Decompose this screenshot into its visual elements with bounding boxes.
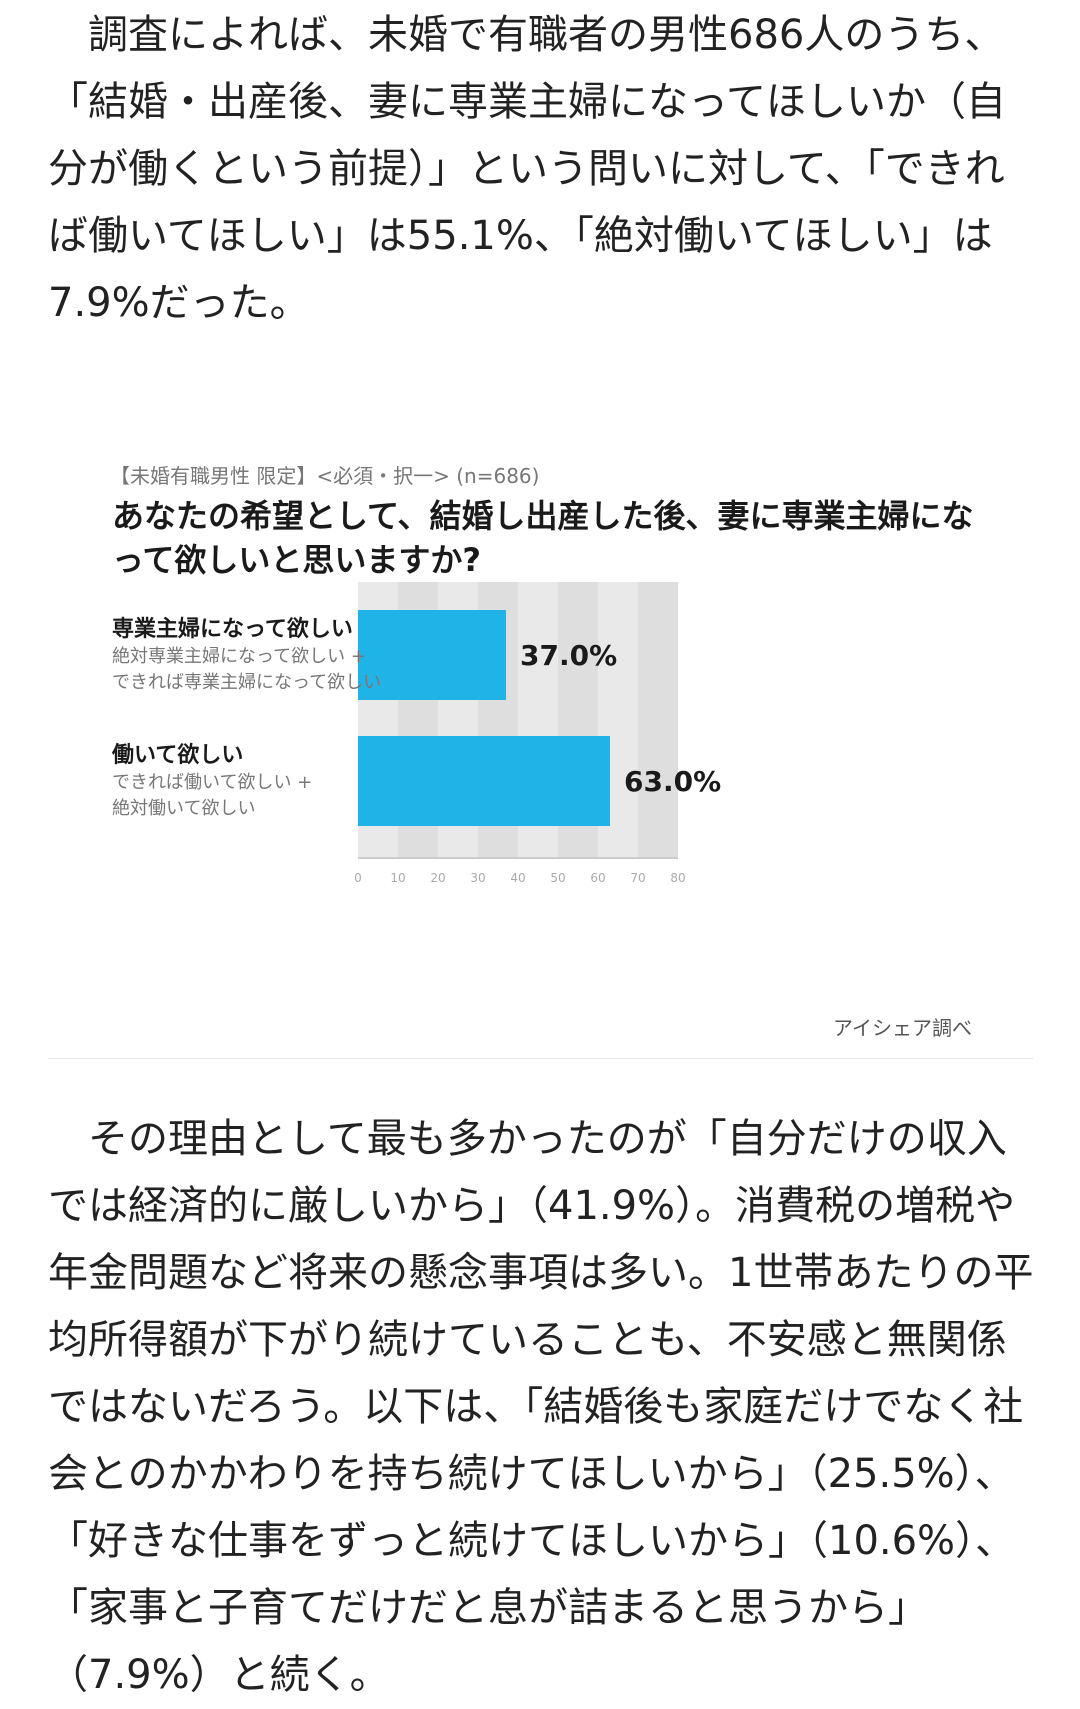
bar (358, 736, 610, 826)
x-tick-label: 30 (470, 871, 485, 885)
bar-value-label: 63.0% (624, 765, 721, 798)
x-tick-label: 80 (670, 871, 685, 885)
x-tick-label: 50 (550, 871, 565, 885)
section-divider (48, 1058, 1033, 1059)
x-tick-label: 60 (590, 871, 605, 885)
category-subtitle: 絶対専業主婦になって欲しい + (112, 646, 366, 667)
category-subtitle: できれば専業主婦になって欲しい (112, 672, 381, 693)
x-tick-label: 70 (630, 871, 645, 885)
category-subtitle: 絶対働いて欲しい (112, 798, 255, 819)
bar-chart: 0 10 20 30 40 50 60 70 80 37.0% 63.0% 専業主婦になって欲しい絶対… (111, 582, 721, 885)
article-paragraph-1: 調査によれば、未婚で有職者の男性686人のうち、「結婚・出産後、妻に専業主婦にな… (48, 12, 1006, 326)
survey-meta: 【未婚有職男性 限定】<必須・択一> (n=686) (110, 464, 540, 488)
plot-band (638, 582, 678, 858)
x-tick-label: 20 (430, 871, 445, 885)
category-title: 専業主婦になって欲しい (112, 616, 353, 642)
bar (358, 610, 506, 700)
source-credit: アイシェア調べ (833, 1016, 972, 1040)
bar-value-label: 37.0% (520, 639, 617, 672)
x-tick-label: 40 (510, 871, 525, 885)
x-tick-label: 0 (354, 871, 362, 885)
article-paragraph-2: その理由として最も多かったのが「自分だけの収入では経済的に厳しいから」（41.9… (48, 1116, 1034, 1698)
category-title: 働いて欲しい (111, 742, 243, 768)
survey-question: あなたの希望として、結婚し出産した後、妻に専業主婦になって欲しいと思いますか? (112, 497, 974, 579)
survey-figure: 【未婚有職男性 限定】<必須・択一> (n=686) あなたの希望として、結婚し… (0, 460, 1080, 1060)
x-tick-label: 10 (390, 871, 405, 885)
category-subtitle: できれば働いて欲しい + (112, 772, 312, 793)
